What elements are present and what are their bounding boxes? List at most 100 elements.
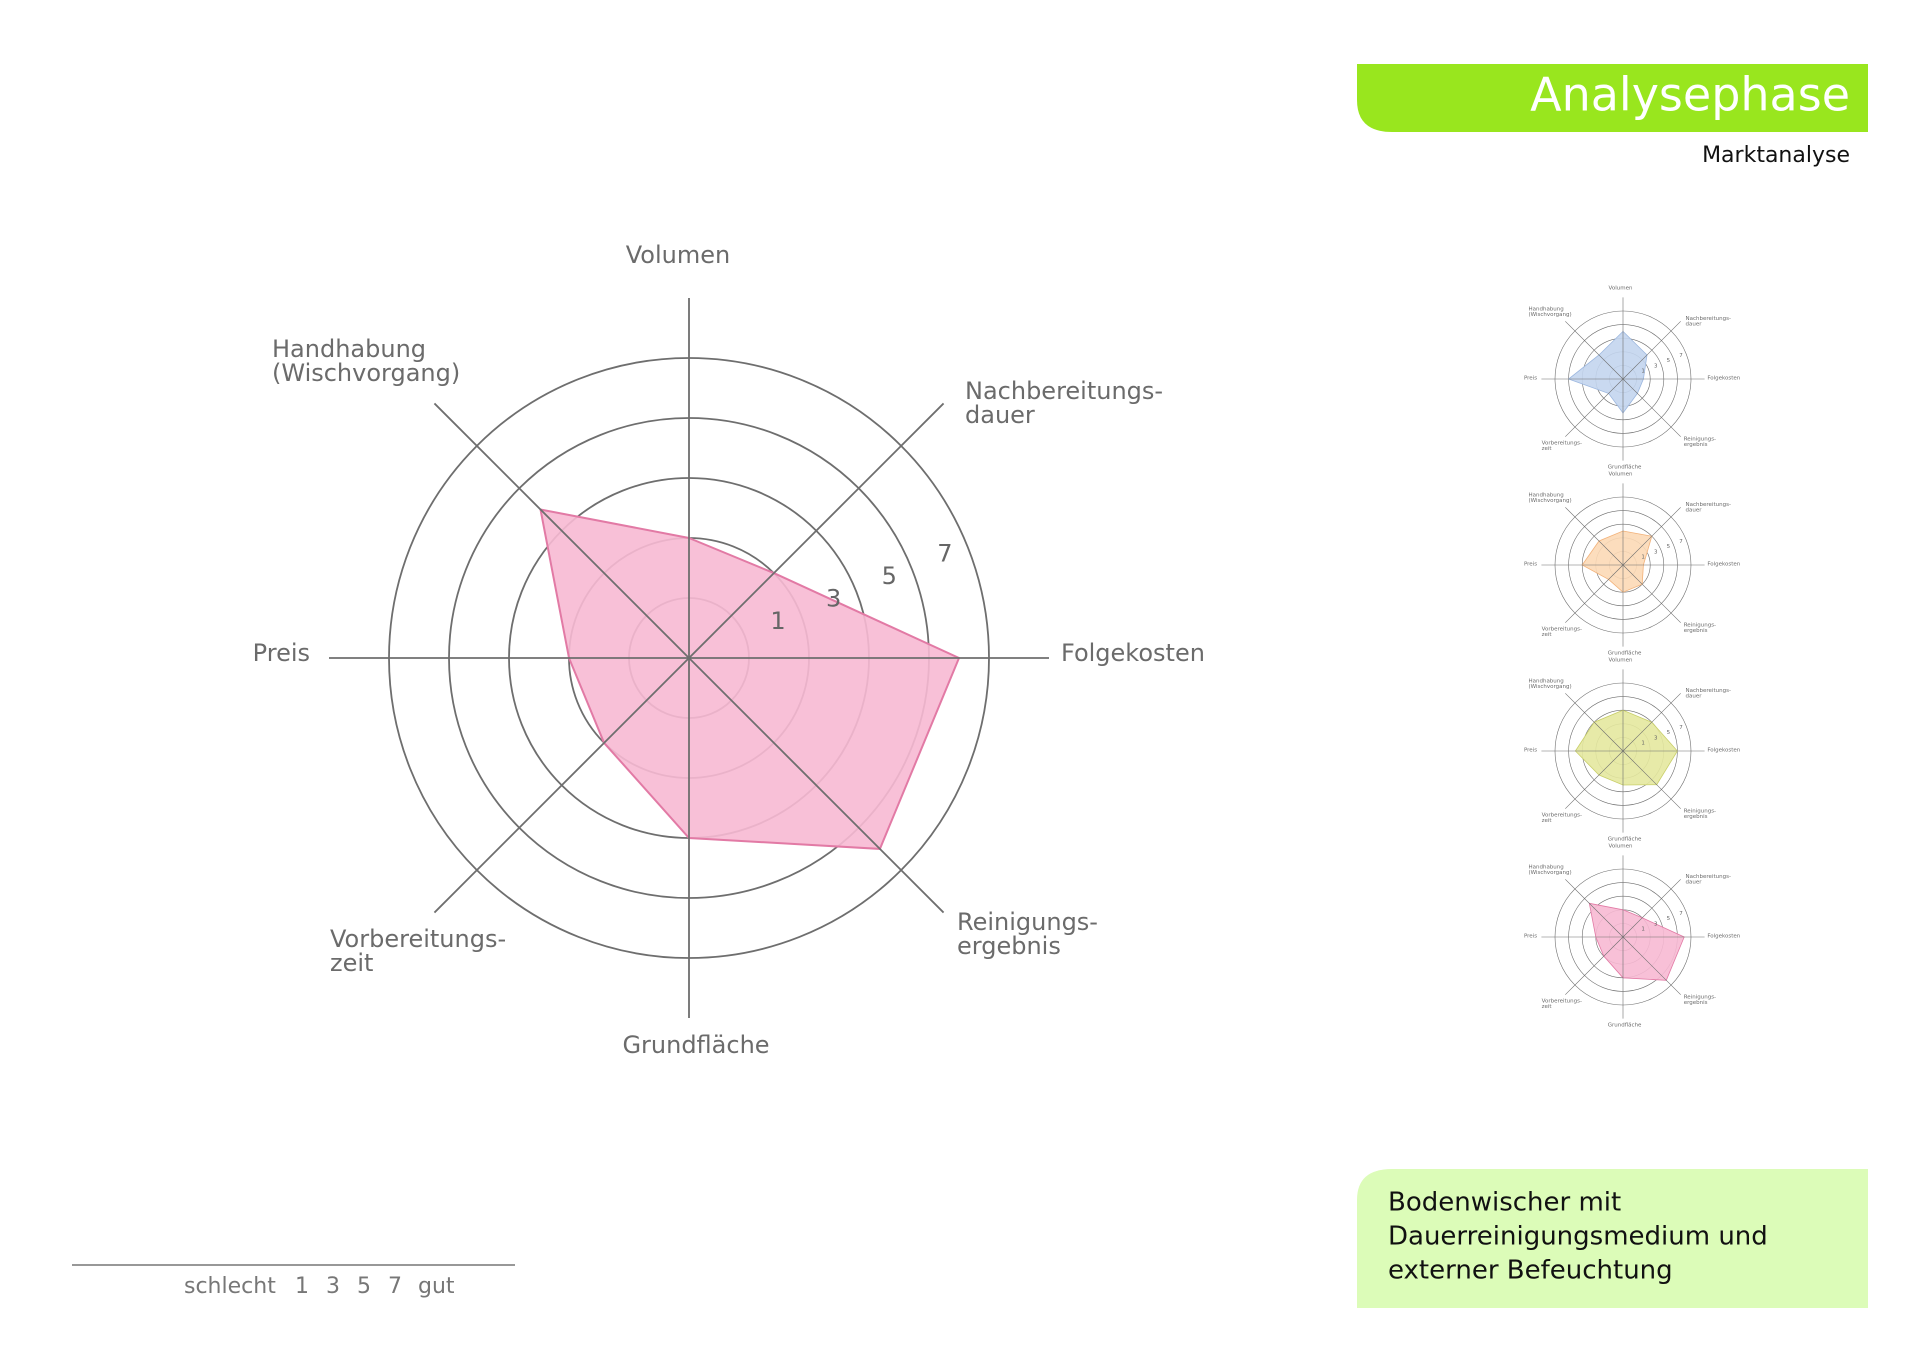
r-tick-label: 7 <box>937 540 952 568</box>
axis-label: Preis <box>1524 934 1537 940</box>
axis-label: Reinigungs- <box>957 908 1098 936</box>
r-tick-label: 3 <box>1654 735 1658 741</box>
r-tick-label: 1 <box>770 607 785 635</box>
axis-label: Handhabung <box>1528 307 1563 313</box>
axis-line <box>1565 507 1624 566</box>
axis-label: Preis <box>1524 562 1537 568</box>
legend-high: gut <box>418 1274 455 1299</box>
legend-low: schlecht <box>184 1274 276 1299</box>
axis-label: Nachbereitungs- <box>1686 316 1731 322</box>
axis-label: (Wischvorgang) <box>1528 870 1571 876</box>
axis-label: ergebnis <box>1684 442 1708 448</box>
axis-label: ergebnis <box>957 932 1061 960</box>
header-title: Analysephase <box>1530 68 1850 122</box>
axis-line <box>1622 750 1681 809</box>
axis-label: Volumen <box>1609 471 1633 477</box>
axis-label: Grundfläche <box>1608 650 1642 656</box>
axis-label: zeit <box>330 949 373 977</box>
axis-line <box>1622 321 1681 380</box>
axis-label: dauer <box>965 401 1035 429</box>
axis-label: Volumen <box>1609 285 1633 291</box>
axis-line <box>1622 693 1681 752</box>
axis-label: Grundfläche <box>1608 836 1642 842</box>
axis-label: dauer <box>1686 694 1703 700</box>
axis-label: Vorbereitungs- <box>1542 626 1582 632</box>
axis-label: Grundfläche <box>622 1031 769 1059</box>
axis-label: Reinigungs- <box>1684 995 1716 1001</box>
r-tick-label: 3 <box>1654 921 1658 927</box>
axis-label: Preis <box>1524 376 1537 382</box>
r-tick-label: 3 <box>826 585 841 613</box>
axis-label: Folgekosten <box>1707 376 1740 382</box>
axis-label: ergebnis <box>1684 1000 1708 1006</box>
axis-label: Volumen <box>1609 657 1633 663</box>
r-tick-label: 7 <box>1679 353 1683 359</box>
r-tick-label: 5 <box>1667 358 1671 364</box>
r-tick-label: 7 <box>1679 911 1683 917</box>
axis-label: (Wischvorgang) <box>1528 498 1571 504</box>
axis-label: dauer <box>1686 880 1703 886</box>
axis-label: dauer <box>1686 322 1703 328</box>
axis-label: Handhabung <box>1528 679 1563 685</box>
legend-tick: 3 <box>326 1274 340 1299</box>
axis-label: Reinigungs- <box>1684 623 1716 629</box>
product-box <box>1357 1169 1868 1308</box>
axis-label: Handhabung <box>272 335 426 363</box>
axis-line <box>433 657 690 914</box>
axis-label: ergebnis <box>1684 814 1708 820</box>
axis-line <box>1622 564 1681 623</box>
product-line: externer Befeuchtung <box>1388 1256 1673 1286</box>
axis-label: zeit <box>1542 1004 1553 1010</box>
r-tick-label: 7 <box>1679 539 1683 545</box>
axis-label: Nachbereitungs- <box>1686 874 1731 880</box>
axis-label: ergebnis <box>1684 628 1708 634</box>
axis-label: Nachbereitungs- <box>1686 688 1731 694</box>
radar-area <box>539 508 961 850</box>
axis-line <box>1565 879 1624 938</box>
r-tick-label: 1 <box>1641 554 1645 560</box>
axis-label: Folgekosten <box>1707 748 1740 754</box>
axis-line <box>1565 321 1624 380</box>
axis-label: Vorbereitungs- <box>1542 812 1582 818</box>
product-line: Dauerreinigungsmedium und <box>1388 1222 1768 1252</box>
axis-line <box>1565 378 1624 437</box>
axis-label: Folgekosten <box>1061 639 1205 667</box>
radar-area <box>1588 902 1685 981</box>
r-tick-label: 5 <box>1667 544 1671 550</box>
axis-label: Grundfläche <box>1608 464 1642 470</box>
axis-label: Vorbereitungs- <box>1542 998 1582 1004</box>
axis-line <box>433 402 690 659</box>
axis-label: Handhabung <box>1528 493 1563 499</box>
header-subtitle: Marktanalyse <box>1702 143 1850 168</box>
axis-line <box>1565 936 1624 995</box>
axis-line <box>1565 693 1624 752</box>
r-tick-label: 5 <box>1667 730 1671 736</box>
axis-label: Handhabung <box>1528 865 1563 871</box>
r-tick-label: 3 <box>1654 363 1658 369</box>
axis-label: Vorbereitungs- <box>1542 440 1582 446</box>
axis-line <box>1622 879 1681 938</box>
axis-line <box>688 657 945 914</box>
axis-label: Vorbereitungs- <box>330 925 506 953</box>
legend-tick: 7 <box>388 1274 402 1299</box>
axis-label: Volumen <box>626 241 730 269</box>
axis-label: zeit <box>1542 632 1553 638</box>
axis-label: zeit <box>1542 446 1553 452</box>
axis-line <box>1565 564 1624 623</box>
header-bar <box>1357 64 1868 132</box>
legend-tick: 1 <box>295 1274 309 1299</box>
axis-label: Nachbereitungs- <box>1686 502 1731 508</box>
axis-label: Nachbereitungs- <box>965 377 1163 405</box>
r-tick-label: 3 <box>1654 549 1658 555</box>
axis-line <box>1622 378 1681 437</box>
axis-line <box>1565 750 1624 809</box>
axis-label: Reinigungs- <box>1684 437 1716 443</box>
axis-label: Preis <box>253 639 310 667</box>
r-tick-label: 1 <box>1641 368 1645 374</box>
axis-line <box>1622 507 1681 566</box>
axis-label: (Wischvorgang) <box>1528 684 1571 690</box>
axis-label: Folgekosten <box>1707 934 1740 940</box>
product-line: Bodenwischer mit <box>1388 1188 1621 1218</box>
